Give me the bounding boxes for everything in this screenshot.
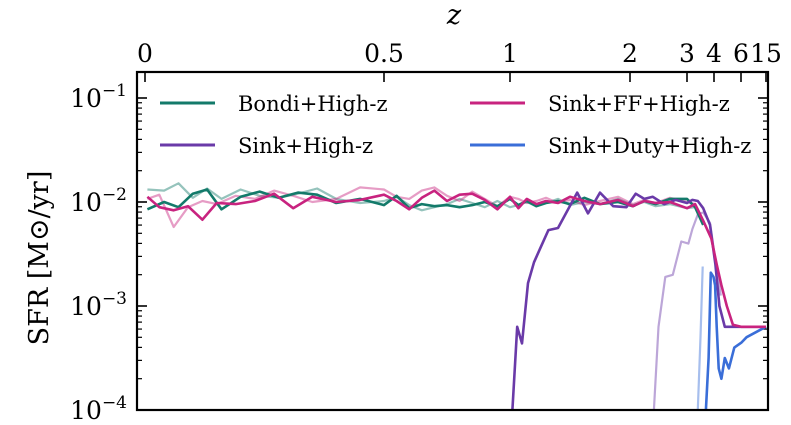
top-tick-label: 0 bbox=[137, 39, 153, 68]
x-axis-label: z bbox=[446, 0, 462, 31]
series-line bbox=[511, 191, 766, 410]
top-tick-label: 2 bbox=[622, 39, 638, 68]
top-axis-ticks: 0 0.5 1 2 3 4 6 15 bbox=[137, 39, 782, 82]
y-axis-ticks: 10−1 10−2 10−3 10−4 bbox=[70, 81, 768, 425]
legend-label: Sink+Duty+High-z bbox=[548, 134, 751, 158]
series-line bbox=[704, 271, 767, 410]
series-line bbox=[696, 266, 704, 410]
top-tick-label: 3 bbox=[679, 39, 695, 68]
legend-label: Bondi+High-z bbox=[238, 92, 388, 116]
y-tick-label: 10−4 bbox=[70, 393, 127, 425]
legend-label: Sink+FF+High-z bbox=[548, 92, 730, 116]
plot-frame bbox=[135, 70, 770, 412]
y-tick-label: 10−1 bbox=[70, 81, 127, 113]
y-tick-label: 10−2 bbox=[70, 185, 127, 217]
top-tick-label: 1 bbox=[502, 39, 518, 68]
top-tick-label: 6 bbox=[733, 39, 749, 68]
legend-label: Sink+High-z bbox=[238, 134, 373, 158]
legend: Bondi+High-z Sink+FF+High-z Sink+High-z Sin… bbox=[160, 92, 751, 158]
top-tick-label: 4 bbox=[706, 39, 722, 68]
y-axis-label: SFR [M⊙/yr] bbox=[24, 171, 55, 346]
top-tick-label: 0.5 bbox=[364, 39, 404, 68]
series-line bbox=[146, 189, 766, 329]
y-tick-label: 10−3 bbox=[70, 289, 127, 321]
series-layer bbox=[146, 182, 767, 410]
top-tick-label: 15 bbox=[750, 39, 782, 68]
